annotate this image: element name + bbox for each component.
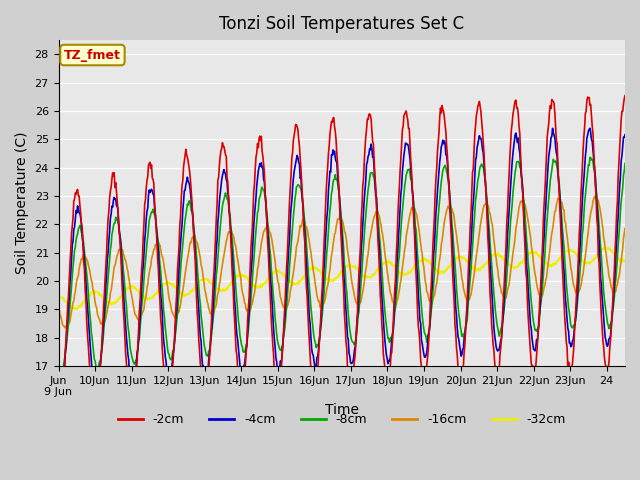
Legend: -2cm, -4cm, -8cm, -16cm, -32cm: -2cm, -4cm, -8cm, -16cm, -32cm (113, 408, 571, 432)
Title: Tonzi Soil Temperatures Set C: Tonzi Soil Temperatures Set C (220, 15, 465, 33)
Text: TZ_fmet: TZ_fmet (64, 48, 121, 61)
Y-axis label: Soil Temperature (C): Soil Temperature (C) (15, 132, 29, 274)
X-axis label: Time: Time (324, 403, 359, 417)
